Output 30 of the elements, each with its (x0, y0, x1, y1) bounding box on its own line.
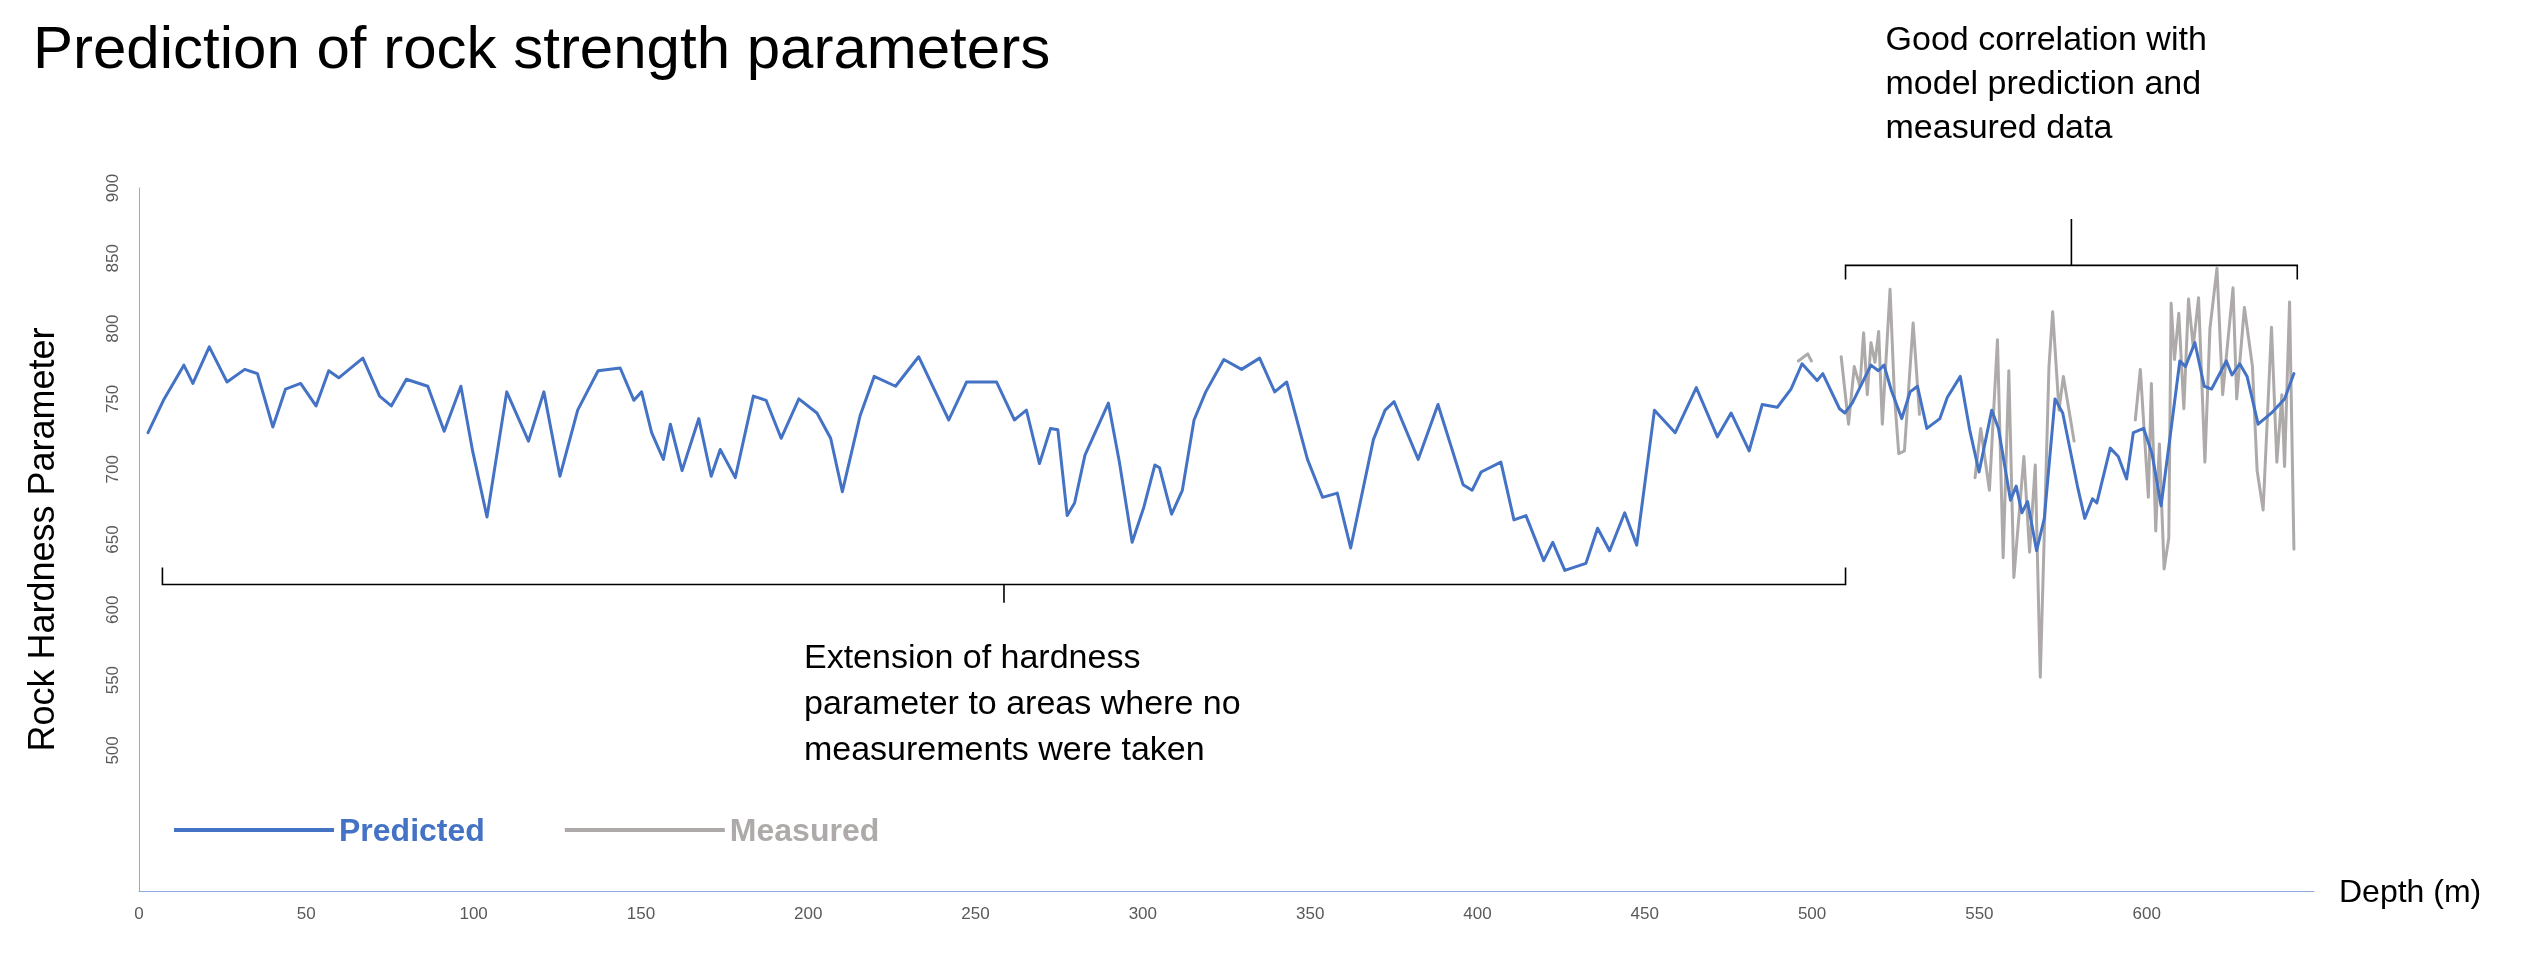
x-tick-label: 600 (2132, 904, 2161, 923)
legend-label: Measured (729, 812, 880, 848)
x-tick-label: 50 (296, 904, 316, 923)
x-tick-label: 550 (1965, 904, 1994, 923)
x-tick-label: 400 (1463, 904, 1492, 923)
y-tick-label: 800 (103, 314, 122, 343)
y-tick-label: 750 (103, 384, 122, 414)
chart-title: Prediction of rock strength parameters (33, 13, 1051, 81)
x-tick-label: 100 (459, 904, 488, 923)
y-axis-title: Rock Hardness Parameter (20, 327, 62, 752)
y-tick-label: 600 (103, 595, 122, 624)
y-tick-label: 500 (103, 736, 122, 765)
line-series (146, 341, 2296, 572)
x-tick-label: 300 (1128, 904, 1158, 923)
text: Good correlation with model prediction and measured data (1885, 19, 2217, 145)
legend-label: Predicted (339, 812, 485, 848)
x-tick-label: 350 (1295, 904, 1325, 923)
x-tick-label: 200 (794, 904, 823, 923)
x-tick-label: 450 (1630, 904, 1659, 923)
y-tick-label: 900 (103, 173, 122, 203)
y-tick-label: 650 (103, 525, 122, 554)
x-tick-label: 250 (961, 904, 990, 923)
x-tick-label: 500 (1797, 904, 1827, 923)
x-tick-label: 150 (626, 904, 656, 923)
annotation: Extension of hardness parameter to areas where no measurements were taken (803, 636, 1251, 767)
y-tick-label: 850 (103, 244, 122, 273)
x-tick-label: 0 (134, 904, 144, 923)
x-axis-title: Depth (m) (2339, 873, 2482, 909)
y-tick-label: 700 (103, 455, 122, 484)
y-tick-label: 550 (103, 665, 122, 695)
